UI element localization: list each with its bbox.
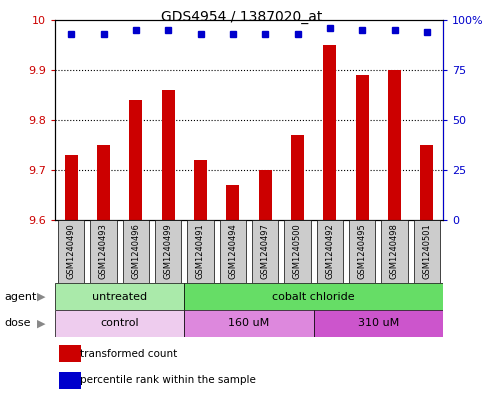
Bar bbox=[316, 220, 343, 283]
Bar bbox=[185, 283, 443, 310]
Text: GSM1240494: GSM1240494 bbox=[228, 224, 237, 279]
Text: 310 uM: 310 uM bbox=[358, 318, 399, 329]
Bar bbox=[59, 345, 81, 362]
Text: untreated: untreated bbox=[92, 292, 147, 301]
Bar bbox=[349, 220, 375, 283]
Bar bbox=[123, 220, 149, 283]
Text: GSM1240496: GSM1240496 bbox=[131, 224, 141, 279]
Bar bbox=[97, 145, 110, 220]
Text: ▶: ▶ bbox=[37, 292, 45, 301]
Text: GSM1240492: GSM1240492 bbox=[326, 224, 334, 279]
Bar bbox=[194, 160, 207, 220]
Text: GSM1240500: GSM1240500 bbox=[293, 224, 302, 279]
Text: 160 uM: 160 uM bbox=[228, 318, 270, 329]
Text: agent: agent bbox=[5, 292, 37, 301]
Text: GDS4954 / 1387020_at: GDS4954 / 1387020_at bbox=[161, 10, 322, 24]
Bar bbox=[259, 170, 271, 220]
Bar bbox=[155, 220, 182, 283]
Bar bbox=[185, 310, 313, 337]
Bar bbox=[388, 70, 401, 220]
Text: dose: dose bbox=[5, 318, 31, 329]
Bar bbox=[291, 135, 304, 220]
Bar bbox=[227, 185, 239, 220]
Bar bbox=[162, 90, 175, 220]
Bar bbox=[90, 220, 117, 283]
Text: GSM1240499: GSM1240499 bbox=[164, 224, 172, 279]
Bar bbox=[187, 220, 214, 283]
Bar bbox=[55, 283, 185, 310]
Bar bbox=[381, 220, 408, 283]
Bar bbox=[420, 145, 433, 220]
Bar bbox=[313, 310, 443, 337]
Text: GSM1240501: GSM1240501 bbox=[422, 224, 431, 279]
Text: cobalt chloride: cobalt chloride bbox=[272, 292, 355, 301]
Bar bbox=[252, 220, 278, 283]
Text: control: control bbox=[100, 318, 139, 329]
Text: percentile rank within the sample: percentile rank within the sample bbox=[80, 375, 256, 385]
Text: GSM1240497: GSM1240497 bbox=[261, 224, 270, 279]
Bar bbox=[413, 220, 440, 283]
Text: ▶: ▶ bbox=[37, 318, 45, 329]
Bar bbox=[55, 310, 185, 337]
Bar bbox=[323, 45, 336, 220]
Bar bbox=[129, 100, 142, 220]
Text: transformed count: transformed count bbox=[80, 349, 177, 359]
Bar bbox=[59, 372, 81, 389]
Text: GSM1240491: GSM1240491 bbox=[196, 224, 205, 279]
Bar bbox=[58, 220, 85, 283]
Bar bbox=[65, 155, 78, 220]
Bar bbox=[220, 220, 246, 283]
Text: GSM1240493: GSM1240493 bbox=[99, 224, 108, 279]
Text: GSM1240495: GSM1240495 bbox=[358, 224, 367, 279]
Bar bbox=[355, 75, 369, 220]
Text: GSM1240490: GSM1240490 bbox=[67, 224, 76, 279]
Text: GSM1240498: GSM1240498 bbox=[390, 224, 399, 279]
Bar bbox=[284, 220, 311, 283]
